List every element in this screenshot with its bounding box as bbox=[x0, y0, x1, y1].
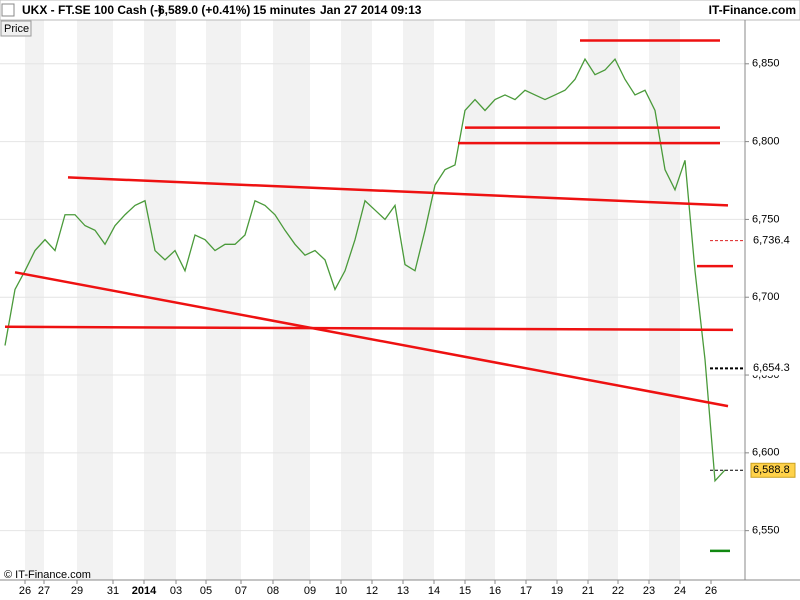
x-tick-label: 2014 bbox=[132, 585, 157, 597]
y-tick-label: 6,600 bbox=[752, 447, 780, 459]
day-band bbox=[465, 20, 495, 580]
pane-label: Price bbox=[4, 23, 29, 35]
x-tick-label: 14 bbox=[428, 585, 440, 597]
trend-line bbox=[67, 176, 729, 207]
y-tick-label: 6,800 bbox=[752, 136, 780, 148]
day-band bbox=[206, 20, 241, 580]
interval: 15 minutes bbox=[253, 3, 316, 17]
trend-line bbox=[4, 325, 734, 332]
timestamp: Jan 27 2014 09:13 bbox=[320, 3, 422, 17]
price-marker-label: 6,588.8 bbox=[753, 464, 790, 476]
x-tick-label: 29 bbox=[71, 585, 83, 597]
x-tick-label: 22 bbox=[612, 585, 624, 597]
y-tick-label: 6,750 bbox=[752, 213, 780, 225]
price-marker-label: 6,654.3 bbox=[753, 362, 790, 374]
x-tick-label: 27 bbox=[38, 585, 50, 597]
day-band bbox=[588, 20, 618, 580]
day-bands bbox=[25, 20, 680, 580]
pane-label-box bbox=[0, 20, 32, 37]
price-marker-box bbox=[751, 361, 795, 376]
x-tick-label: 12 bbox=[366, 585, 378, 597]
x-tick-label: 26 bbox=[19, 585, 31, 597]
day-band bbox=[341, 20, 372, 580]
chart-icon bbox=[1, 3, 15, 17]
instrument: UKX - FT.SE 100 Cash (-) bbox=[22, 3, 162, 17]
day-band bbox=[25, 20, 44, 580]
x-tick-label: 17 bbox=[520, 585, 532, 597]
copyright: © IT-Finance.com bbox=[4, 569, 91, 581]
price-marker-box bbox=[750, 462, 796, 478]
x-tick-label: 15 bbox=[459, 585, 471, 597]
brand: IT-Finance.com bbox=[709, 3, 796, 17]
day-band bbox=[649, 20, 680, 580]
x-tick-label: 13 bbox=[397, 585, 409, 597]
day-band bbox=[403, 20, 434, 580]
y-tick-label: 6,850 bbox=[752, 58, 780, 70]
day-band bbox=[273, 20, 310, 580]
x-tick-label: 21 bbox=[582, 585, 594, 597]
x-tick-label: 10 bbox=[335, 585, 347, 597]
last-price: 6,589.0 (+0.41%) bbox=[158, 3, 250, 17]
x-tick-label: 24 bbox=[674, 585, 686, 597]
price-line bbox=[4, 57, 726, 483]
x-tick-label: 23 bbox=[643, 585, 655, 597]
price-marker-label: 6,736.4 bbox=[753, 234, 790, 246]
y-tick-label: 6,550 bbox=[752, 525, 780, 537]
x-tick-label: 07 bbox=[235, 585, 247, 597]
x-tick-label: 08 bbox=[267, 585, 279, 597]
x-tick-label: 09 bbox=[304, 585, 316, 597]
header-bar bbox=[0, 0, 800, 21]
x-tick-label: 19 bbox=[551, 585, 563, 597]
x-tick-label: 16 bbox=[489, 585, 501, 597]
day-band bbox=[526, 20, 557, 580]
trend-line bbox=[14, 271, 729, 408]
x-tick-label: 03 bbox=[170, 585, 182, 597]
x-tick-label: 05 bbox=[200, 585, 212, 597]
price-marker-box bbox=[751, 233, 795, 248]
day-band bbox=[77, 20, 113, 580]
x-tick-label: 26 bbox=[705, 585, 717, 597]
x-tick-label: 31 bbox=[107, 585, 119, 597]
y-tick-label: 6,700 bbox=[752, 291, 780, 303]
